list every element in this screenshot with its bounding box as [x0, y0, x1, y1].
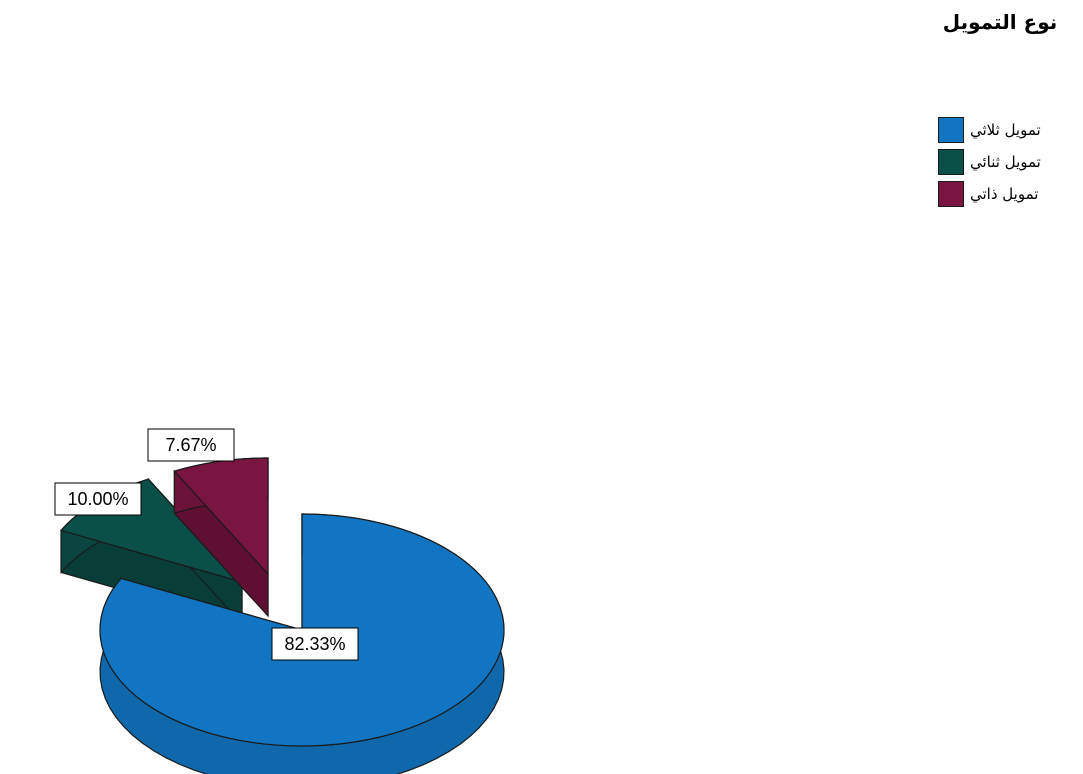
svg-text:10.00%: 10.00%	[67, 489, 128, 509]
legend-label: تمويل ثنائي	[970, 153, 1041, 171]
svg-text:82.33%: 82.33%	[284, 634, 345, 654]
legend-entry-1: تمويل ثلاثي	[938, 114, 1041, 146]
legend-label: تمويل ثلاثي	[970, 121, 1041, 139]
legend: نوع التمويل تمويل ثلاثي تمويل ثنائي تمويل …	[900, 8, 1078, 207]
legend-swatch	[938, 181, 964, 207]
legend-swatch	[938, 149, 964, 175]
svg-text:7.67%: 7.67%	[165, 435, 216, 455]
legend-label: تمويل ذاتي	[970, 185, 1039, 203]
data-label-1: 82.33%	[271, 627, 359, 661]
legend-items: تمويل ثلاثي تمويل ثنائي تمويل ذاتي	[938, 114, 1041, 210]
data-label-3: 7.67%	[147, 428, 235, 462]
legend-swatch	[938, 117, 964, 143]
data-label-2: 10.00%	[54, 482, 142, 516]
legend-entry-2: تمويل ثنائي	[938, 146, 1041, 178]
legend-entry-3: تمويل ذاتي	[938, 178, 1041, 210]
legend-title: نوع التمويل	[942, 10, 1058, 34]
pie-slice-3	[173, 457, 269, 618]
